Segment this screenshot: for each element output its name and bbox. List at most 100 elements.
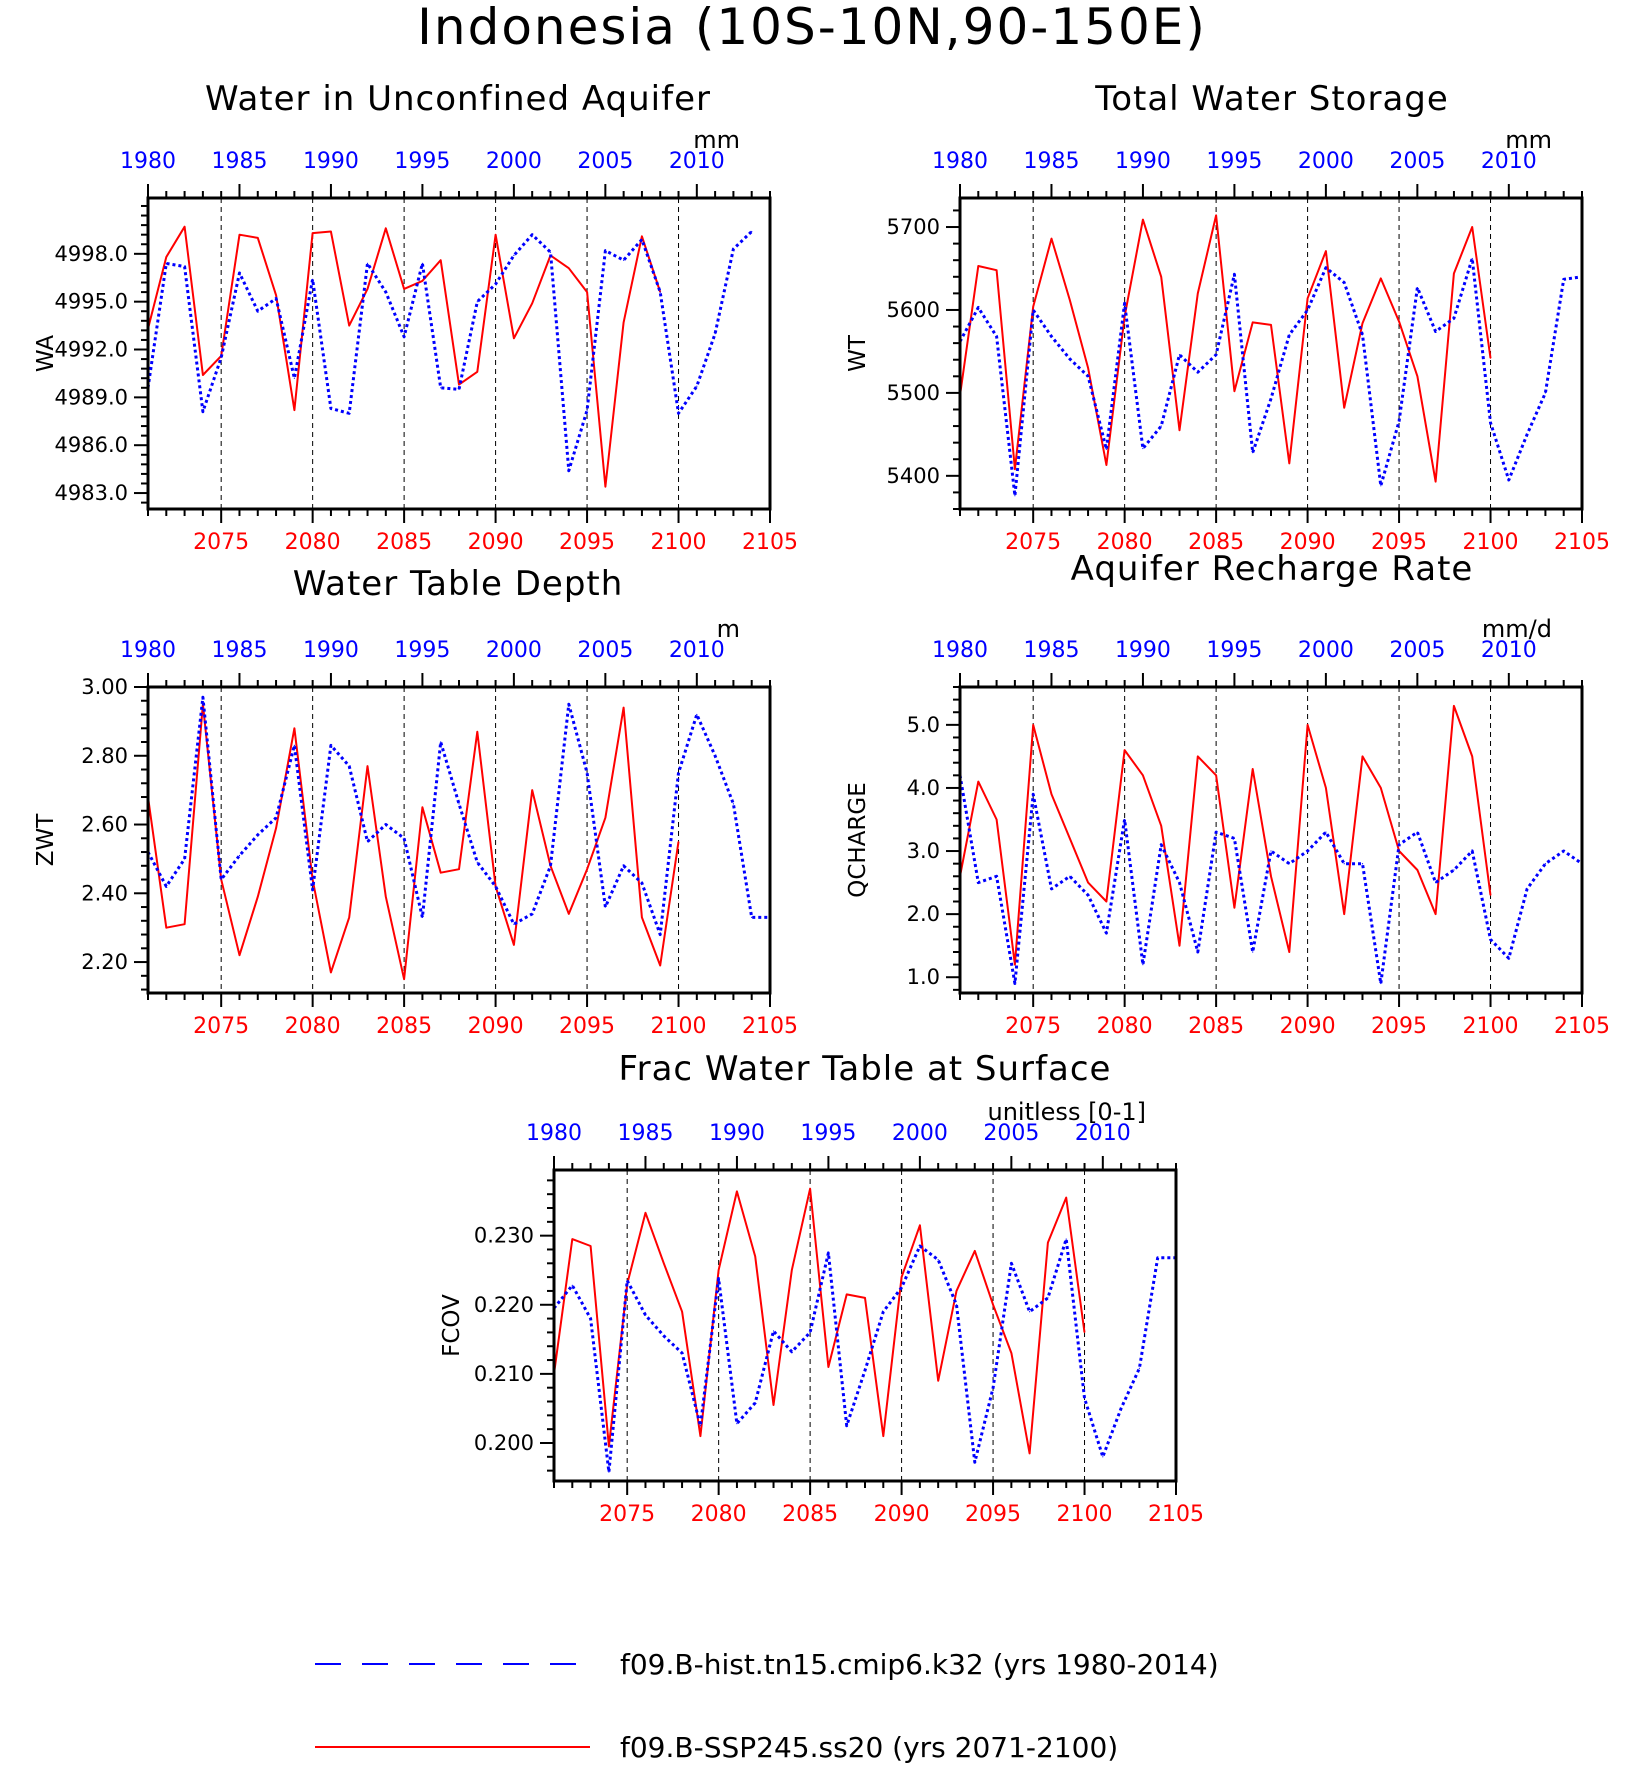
point-wa-hist-3 — [202, 411, 204, 413]
xtick-label-bottom-zwt-2090: 2090 — [468, 1014, 524, 1039]
point-fcov-hist-33 — [1157, 1257, 1159, 1259]
point-qcharge-ssp245-26 — [1435, 913, 1437, 915]
point-fcov-ssp245-27 — [1047, 1242, 1049, 1244]
xtick-label-bottom-wa-2075: 2075 — [193, 530, 249, 555]
point-wa-ssp245-8 — [293, 409, 295, 411]
point-qcharge-hist-29 — [1489, 938, 1492, 941]
xtick-label-top-fcov-1985: 1985 — [617, 1121, 673, 1146]
point-qcharge-ssp245-10 — [1142, 774, 1144, 776]
xtick-label-top-fcov-2000: 2000 — [892, 1121, 948, 1146]
point-wa-ssp245-3 — [202, 374, 204, 376]
point-wa-ssp245-26 — [623, 321, 625, 323]
point-wa-hist-12 — [366, 262, 369, 264]
point-fcov-ssp245-5 — [644, 1212, 647, 1214]
point-fcov-hist-1 — [571, 1284, 573, 1286]
xtick-label-top-qcharge-1985: 1985 — [1023, 638, 1079, 663]
point-zwt-hist-32 — [732, 803, 735, 805]
point-zwt-hist-26 — [623, 865, 625, 867]
xtick-label-bottom-zwt-2100: 2100 — [651, 1014, 707, 1039]
point-fcov-hist-24 — [992, 1387, 994, 1389]
point-wt-ssp245-15 — [1233, 390, 1235, 392]
point-wa-ssp245-1 — [165, 256, 167, 258]
xtick-label-bottom-zwt-2095: 2095 — [559, 1014, 615, 1039]
point-wa-hist-32 — [732, 248, 735, 250]
xtick-label-top-fcov-1995: 1995 — [800, 1121, 856, 1146]
point-wa-ssp245-19 — [495, 234, 497, 236]
point-fcov-hist-26 — [1029, 1311, 1031, 1313]
frame-fcov — [552, 1168, 1178, 1483]
point-fcov-hist-7 — [681, 1352, 683, 1354]
point-wt-hist-5 — [1050, 335, 1053, 338]
point-qcharge-hist-17 — [1270, 850, 1272, 852]
point-zwt-hist-25 — [604, 906, 607, 908]
xtick-label-bottom-fcov-2095: 2095 — [965, 1502, 1021, 1527]
point-qcharge-hist-28 — [1471, 850, 1473, 852]
line-zwt-hist — [146, 695, 770, 937]
point-qcharge-ssp245-13 — [1197, 755, 1199, 758]
point-fcov-hist-14 — [809, 1331, 811, 1333]
chart-qcharge: Aquifer Recharge Rate mm/d QCHARGE 2075 2080… — [845, 549, 1610, 1039]
point-fcov-ssp245-3 — [608, 1445, 610, 1447]
xtick-label-bottom-wt-2085: 2085 — [1188, 530, 1244, 555]
xtick-label-bottom-zwt-2080: 2080 — [285, 1014, 341, 1039]
point-qcharge-ssp245-2 — [996, 818, 998, 821]
point-zwt-hist-31 — [714, 755, 716, 757]
point-qcharge-hist-32 — [1544, 863, 1546, 865]
point-wa-hist-15 — [421, 262, 423, 264]
xtick-label-top-zwt-2010: 2010 — [669, 638, 725, 663]
point-wt-ssp245-29 — [1489, 357, 1492, 359]
xtick-label-bottom-wt-2075: 2075 — [1005, 530, 1061, 555]
xtick-label-top-wa-1980: 1980 — [120, 149, 176, 174]
point-qcharge-ssp245-11 — [1160, 825, 1162, 827]
point-wt-ssp245-8 — [1105, 464, 1107, 466]
chart-title-qcharge: Aquifer Recharge Rate — [1071, 549, 1474, 589]
xtick-label-bottom-wt-2105: 2105 — [1554, 530, 1610, 555]
point-fcov-hist-10 — [736, 1423, 738, 1425]
point-qcharge-hist-5 — [1050, 888, 1053, 890]
chart-title-fcov: Frac Water Table at Surface — [619, 1049, 1112, 1089]
point-qcharge-ssp245-4 — [1032, 724, 1034, 726]
xtick-label-top-qcharge-2005: 2005 — [1389, 638, 1445, 663]
point-wa-hist-5 — [238, 272, 241, 274]
xtick-label-bottom-wt-2090: 2090 — [1280, 530, 1336, 555]
point-wt-ssp245-18 — [1288, 462, 1290, 464]
xtick-label-bottom-wa-2080: 2080 — [285, 530, 341, 555]
xtick-label-bottom-qcharge-2100: 2100 — [1463, 1014, 1519, 1039]
point-wa-hist-18 — [476, 301, 478, 303]
point-qcharge-hist-4 — [1032, 793, 1034, 795]
point-fcov-hist-12 — [772, 1330, 775, 1332]
point-zwt-ssp245-25 — [604, 817, 607, 819]
point-wt-hist-16 — [1252, 452, 1254, 454]
point-wt-hist-12 — [1178, 354, 1181, 356]
point-wt-ssp245-27 — [1453, 272, 1455, 275]
point-wt-hist-3 — [1014, 495, 1016, 497]
chart-wa: Water in Unconfined Aquifer mm WA 2075 2080 2… — [33, 79, 798, 555]
point-fcov-ssp245-28 — [1065, 1197, 1067, 1199]
point-qcharge-hist-9 — [1124, 818, 1126, 821]
point-wa-ssp245-17 — [458, 384, 460, 386]
point-wt-hist-28 — [1471, 257, 1473, 260]
point-wt-ssp245-6 — [1069, 299, 1071, 301]
point-wa-ssp245-10 — [330, 230, 332, 233]
point-fcov-hist-31 — [1120, 1407, 1122, 1409]
line-zwt-ssp245 — [147, 703, 680, 981]
point-fcov-ssp245-1 — [571, 1238, 573, 1240]
point-qcharge-hist-20 — [1325, 831, 1327, 833]
point-wa-ssp245-11 — [348, 325, 350, 327]
xtick-label-bottom-wa-2105: 2105 — [742, 530, 798, 555]
xtick-label-top-zwt-2000: 2000 — [486, 638, 542, 663]
line-fcov-ssp245 — [553, 1187, 1086, 1455]
xtick-label-top-zwt-1985: 1985 — [211, 638, 267, 663]
xtick-label-top-qcharge-1980: 1980 — [932, 638, 988, 663]
legend-label-hist: f09.B-hist.tn15.cmip6.k32 (yrs 1980-2014… — [620, 1648, 1219, 1681]
point-zwt-hist-17 — [458, 803, 460, 805]
point-wt-hist-19 — [1307, 309, 1309, 311]
point-qcharge-hist-1 — [977, 882, 979, 884]
point-wa-hist-21 — [531, 234, 533, 236]
point-qcharge-hist-8 — [1105, 932, 1107, 934]
point-fcov-hist-4 — [626, 1280, 628, 1282]
point-qcharge-ssp245-28 — [1471, 755, 1473, 758]
point-fcov-hist-22 — [955, 1304, 958, 1306]
point-fcov-hist-30 — [1102, 1456, 1104, 1458]
point-zwt-hist-13 — [385, 823, 387, 826]
